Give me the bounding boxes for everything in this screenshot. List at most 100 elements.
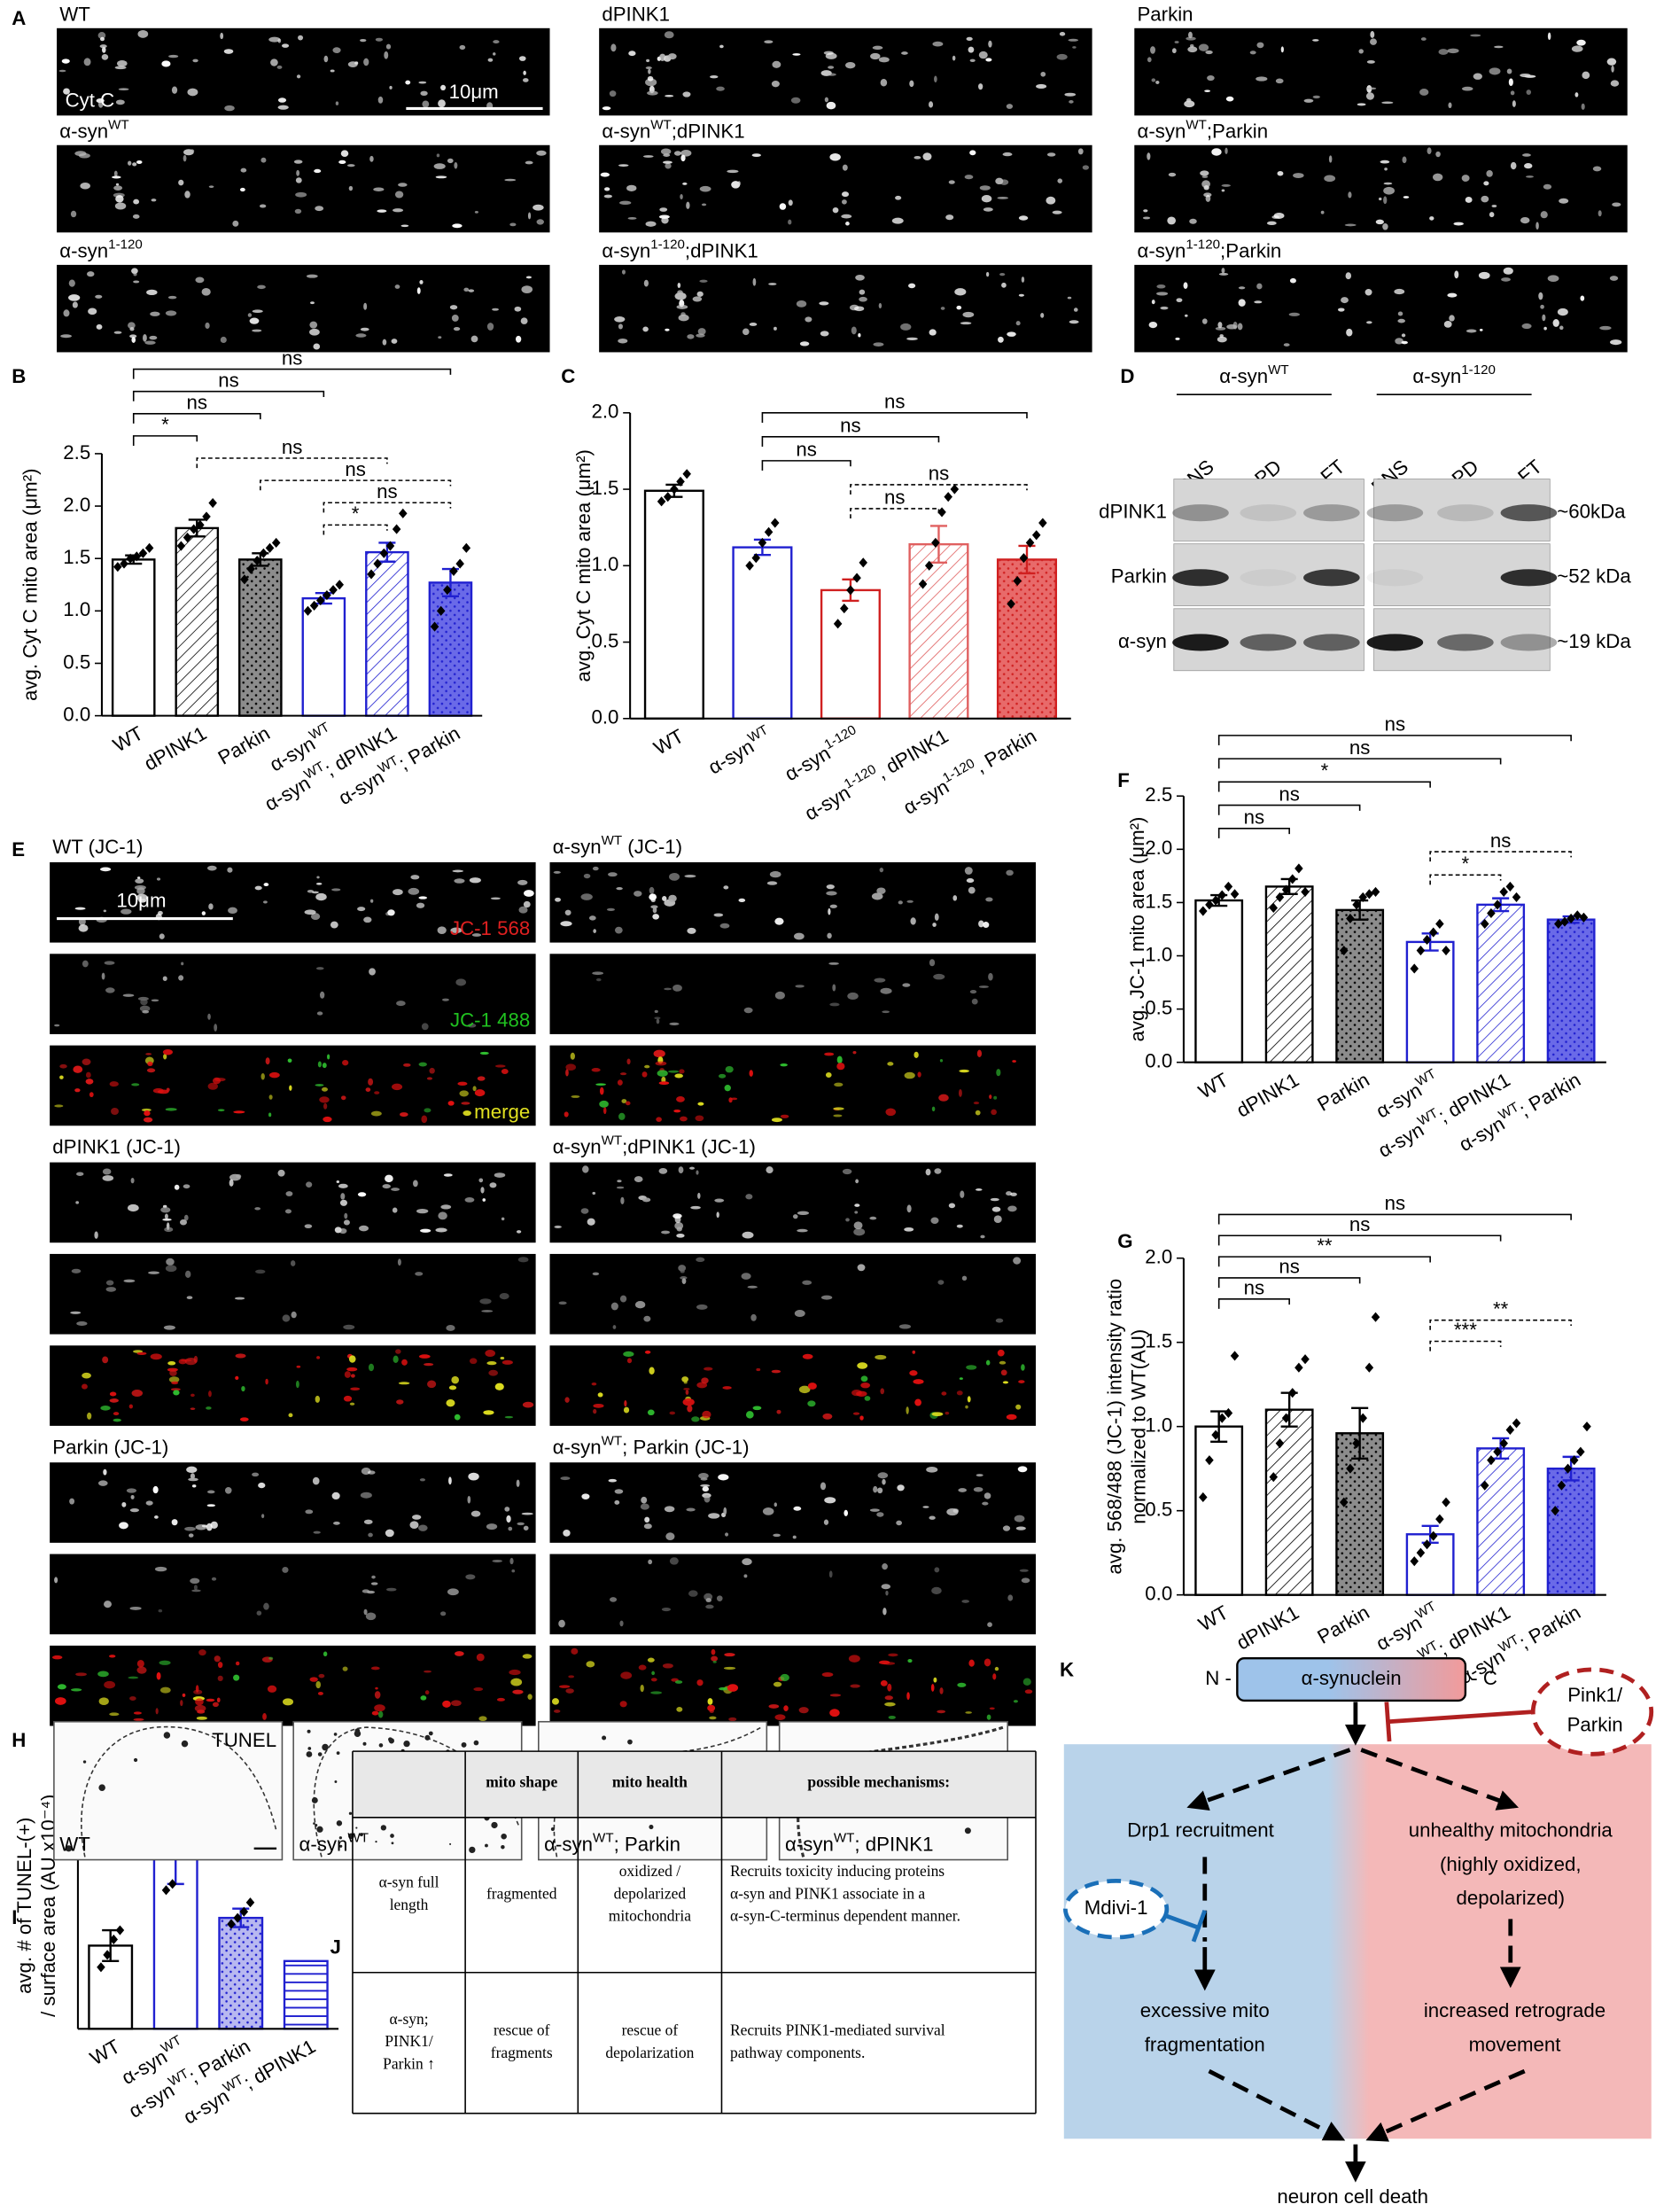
speckle	[1324, 175, 1336, 183]
data-point	[1224, 1407, 1233, 1419]
speckle	[648, 68, 651, 74]
speckle	[131, 268, 138, 275]
speckle	[696, 1679, 704, 1686]
speckle	[315, 883, 323, 885]
speckle	[907, 1658, 913, 1663]
bracket-line	[132, 390, 325, 401]
text-segment: α-syn	[1137, 239, 1186, 261]
speckle	[133, 199, 140, 205]
bar	[1264, 885, 1314, 1063]
text-segment: α-syn	[544, 1834, 593, 1856]
speckle	[931, 1412, 944, 1417]
size-label: ~19 kDa	[1557, 630, 1631, 652]
speckle	[1435, 151, 1441, 158]
speckle	[1277, 170, 1284, 176]
speckle	[420, 1228, 431, 1233]
speckle	[794, 1310, 805, 1318]
data-point	[1205, 1455, 1214, 1466]
speckle	[685, 1390, 689, 1395]
superscript: 1-120	[650, 237, 685, 252]
speckle	[742, 1558, 752, 1566]
data-point	[208, 497, 217, 509]
significance-label: ns	[1490, 830, 1512, 852]
speckle	[1312, 95, 1320, 99]
speckle	[714, 1198, 725, 1203]
speckle	[1040, 71, 1046, 77]
speckle	[780, 1114, 789, 1118]
speckle	[807, 1400, 816, 1407]
speckle	[387, 909, 395, 916]
speckle	[533, 204, 544, 211]
speckle	[851, 326, 857, 335]
speckle	[821, 1672, 834, 1678]
speckle	[1022, 1678, 1031, 1686]
tunel-dot	[339, 1844, 343, 1848]
speckle	[419, 280, 424, 284]
speckle	[159, 1686, 171, 1694]
speckle	[1156, 284, 1166, 289]
speckle	[820, 331, 829, 337]
speckle	[360, 1492, 372, 1499]
text-segment: dPINK1 (JC-1)	[52, 1136, 181, 1158]
speckle	[718, 1073, 727, 1079]
speckle	[326, 1054, 330, 1060]
label: Parkin	[1137, 3, 1193, 25]
speckle	[1046, 196, 1056, 205]
data-point	[1294, 863, 1303, 874]
speckle	[681, 1278, 687, 1284]
tunel-dot	[163, 1732, 171, 1739]
label: Parkin	[214, 721, 274, 768]
label: WT	[109, 721, 147, 756]
bar	[1335, 908, 1385, 1063]
speckle	[474, 211, 478, 214]
speckle	[119, 1522, 128, 1530]
speckle	[1381, 101, 1394, 105]
speckle	[128, 1676, 139, 1679]
speckle	[268, 36, 281, 43]
speckle	[880, 79, 888, 87]
speckle	[858, 332, 861, 338]
speckle	[987, 1622, 992, 1627]
scale-bar-label: 10μm	[449, 81, 499, 103]
speckle	[724, 1653, 735, 1657]
label: α-synWT;Parkin	[1137, 117, 1268, 142]
speckle	[968, 886, 976, 894]
speckle	[854, 1203, 860, 1207]
speckle	[878, 57, 890, 63]
speckle	[1401, 340, 1408, 345]
speckle	[362, 1589, 370, 1593]
speckle	[357, 1192, 367, 1197]
speckle	[1540, 211, 1548, 219]
speckle	[699, 185, 711, 192]
speckle	[983, 1658, 991, 1667]
text-segment: dPINK1	[1232, 1069, 1302, 1122]
speckle	[710, 75, 719, 79]
superscript: WT	[602, 1433, 623, 1448]
speckle	[208, 1390, 212, 1398]
speckle	[447, 158, 454, 164]
speckle	[259, 204, 267, 208]
speckle	[281, 43, 290, 48]
label: dPINK1	[602, 3, 670, 25]
speckle	[492, 1559, 502, 1562]
speckle	[165, 310, 177, 316]
speckle	[1067, 296, 1072, 300]
speckle	[518, 56, 526, 61]
speckle	[985, 271, 990, 277]
blot-band	[1240, 504, 1297, 522]
data-point	[657, 496, 666, 507]
speckle	[719, 44, 724, 49]
speckle	[938, 1094, 949, 1102]
significance-label: ns	[1349, 736, 1371, 759]
speckle	[113, 331, 122, 334]
text-segment: , Parkin	[971, 725, 1040, 777]
speckle	[363, 1519, 373, 1524]
speckle	[470, 335, 478, 343]
speckle	[621, 1099, 627, 1103]
speckle	[76, 1172, 84, 1176]
speckle	[240, 167, 247, 173]
data-point	[367, 569, 376, 580]
speckle	[882, 1608, 887, 1616]
speckle	[932, 41, 944, 47]
speckle	[501, 1359, 513, 1365]
